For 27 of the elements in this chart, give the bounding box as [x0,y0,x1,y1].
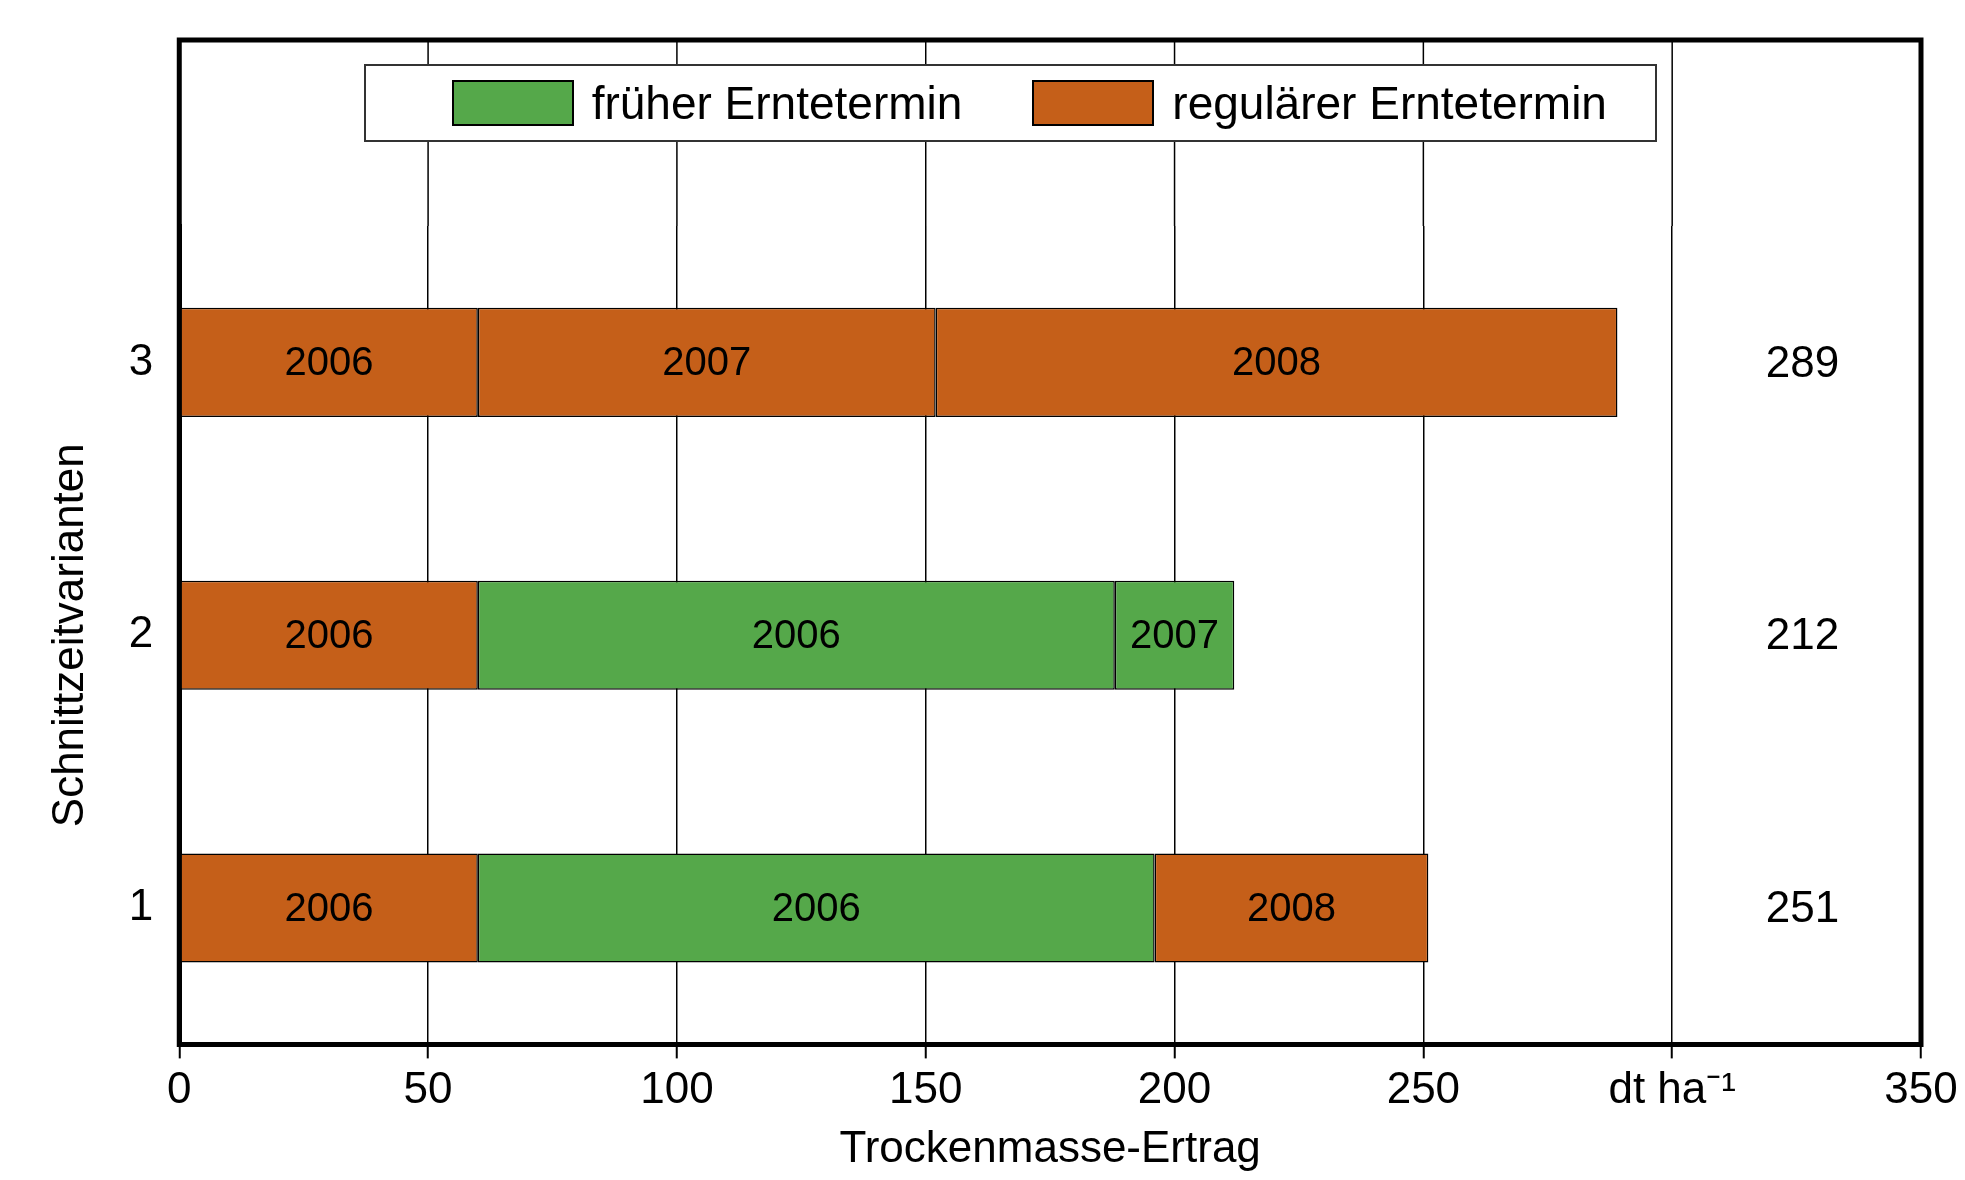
x-axis-title: Trockenmasse-Ertrag [839,1121,1261,1171]
annotation: 289 [1765,336,1840,386]
x-tick-label: 350 [1884,1062,1958,1112]
legend-label: regulärer Erntetermin [1172,76,1607,130]
x-tick-label: dt ha⁻¹ [1608,1062,1736,1112]
y-tick-label: 1 [128,880,154,930]
y-tick-label: 3 [128,334,154,384]
annotation: 251 [1765,882,1840,932]
annotation: 2007 [1130,612,1220,657]
annotation: 2008 [1247,885,1336,930]
legend-label: früher Erntetermin [591,76,963,130]
annotation: 2006 [751,612,841,657]
x-tick-label: 250 [1386,1062,1461,1112]
annotation: 212 [1765,609,1840,659]
x-tick-label: 150 [889,1062,963,1112]
annotation: 2006 [284,339,374,384]
x-tick-label: 200 [1137,1062,1212,1112]
y-tick-label: 2 [128,607,154,657]
annotation: 2008 [1232,339,1322,384]
annotation: 2006 [284,885,374,930]
x-tick-label: 100 [640,1062,714,1112]
x-tick-label: 0 [167,1062,192,1112]
y-axis-title: Schnittzeitvarianten [42,443,92,828]
annotation: 2006 [771,885,861,930]
annotation: 2007 [662,339,752,384]
x-tick-label: 50 [403,1062,453,1112]
annotation: 2006 [284,612,374,657]
